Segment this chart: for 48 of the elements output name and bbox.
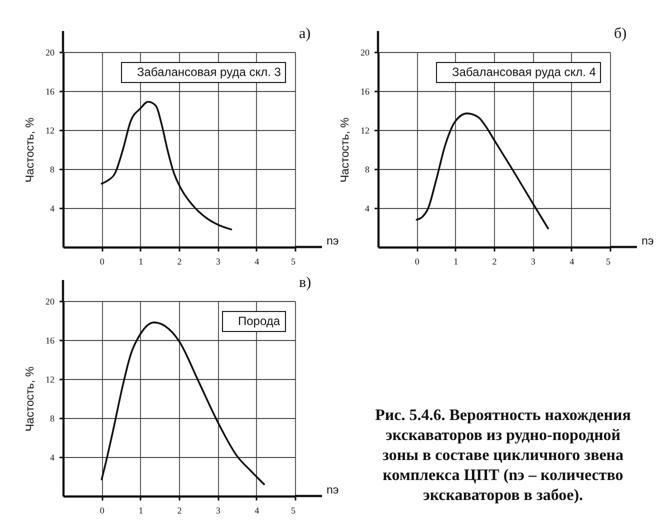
y-tick-label: 12 <box>46 374 54 384</box>
line-series <box>416 112 550 230</box>
chart-title: в) <box>299 275 312 291</box>
y-tick-label: 12 <box>360 126 370 136</box>
line-series <box>100 100 232 230</box>
y-tick-label: 8 <box>50 414 55 424</box>
chart-title: а) <box>299 26 311 42</box>
y-tick-label: 8 <box>50 164 55 174</box>
x-tick-label: 0 <box>414 256 420 266</box>
y-tick-label: 4 <box>50 204 55 214</box>
y-tick-label: 4 <box>50 452 55 462</box>
x-tick-label: 5 <box>606 256 611 266</box>
x-tick-label: 2 <box>492 256 497 266</box>
x-tick-label: 1 <box>138 256 144 266</box>
x-tick-label: 3 <box>530 256 536 266</box>
chart-title: б) <box>614 26 627 42</box>
x-tick-label: 2 <box>177 256 182 266</box>
y-axis-title: Частость, % <box>24 118 36 182</box>
y-axis-title: Частость, % <box>24 366 36 432</box>
x-tick-label: 5 <box>291 256 296 266</box>
y-tick-label: 8 <box>365 164 370 174</box>
y-tick-label: 12 <box>46 126 54 136</box>
text: Забалансовая руда скл. 4 <box>452 65 596 79</box>
y-tick-label: 16 <box>360 86 370 96</box>
x-tick-label: 4 <box>254 256 260 266</box>
x-tick-label: 5 <box>291 506 296 516</box>
y-tick-label: 20 <box>46 48 55 58</box>
y-axis-title: Частость, % <box>340 118 352 182</box>
x-tick-label: 3 <box>216 256 221 266</box>
x-axis-title: nэ <box>642 236 654 248</box>
x-tick-label: 0 <box>100 256 105 266</box>
y-tick-label: 20 <box>360 48 370 58</box>
x-axis-title: nэ <box>326 236 339 248</box>
text: Рис. 5.4.6. Вероятность нахождения экскаваторов из рудно-породной зоны в составе цикличного звена комплекса ЦПТ (nэ – количество экскаваторов в забое). <box>375 407 632 504</box>
y-tick-label: 16 <box>46 336 55 346</box>
y-tick-label: 4 <box>365 204 370 214</box>
y-tick-label: 16 <box>46 86 55 96</box>
x-tick-label: 4 <box>570 256 575 266</box>
x-tick-label: 3 <box>216 506 221 516</box>
x-tick-label: 4 <box>254 506 260 516</box>
x-tick-label: 1 <box>454 256 458 266</box>
text: Забалансовая руда скл. 3 <box>137 65 282 79</box>
text: Порода <box>238 314 280 328</box>
x-tick-label: 0 <box>100 506 105 516</box>
y-tick-label: 20 <box>46 296 55 306</box>
x-axis-title: nэ <box>326 484 339 496</box>
x-tick-label: 1 <box>138 506 144 516</box>
x-tick-label: 2 <box>177 506 182 516</box>
